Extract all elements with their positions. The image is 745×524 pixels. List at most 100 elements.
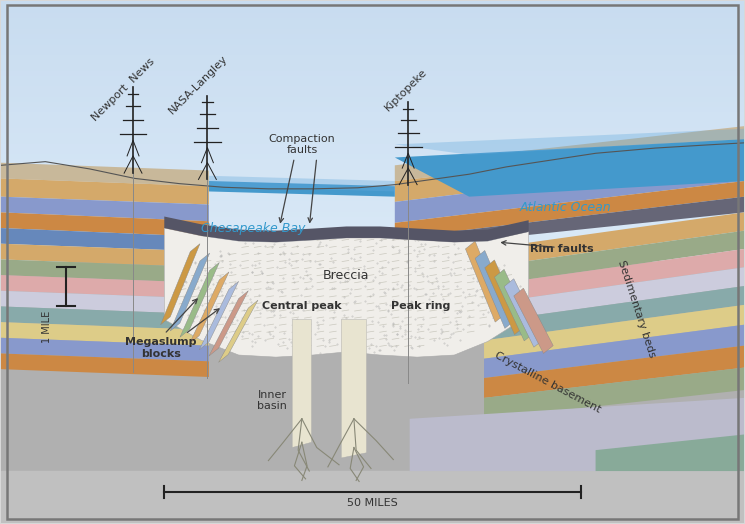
Polygon shape [1,291,209,314]
Bar [1,48,744,53]
Polygon shape [1,322,209,346]
Polygon shape [1,212,209,237]
Bar [1,204,744,210]
Bar [1,27,744,32]
Bar [1,163,744,168]
Bar [1,11,744,16]
Bar [1,241,744,246]
Bar [1,231,744,236]
Polygon shape [165,228,529,357]
Polygon shape [514,288,554,354]
Bar [1,272,744,278]
Text: Central peak: Central peak [262,301,342,311]
Polygon shape [341,320,367,458]
Polygon shape [1,307,209,330]
Bar [1,246,744,252]
Bar [1,158,744,163]
Polygon shape [475,250,515,329]
Bar [1,42,744,48]
Polygon shape [395,129,744,155]
Polygon shape [484,367,744,419]
Bar [1,105,744,111]
Polygon shape [199,281,238,350]
Bar [1,194,744,199]
Polygon shape [1,354,209,377]
Text: Peak ring: Peak ring [391,301,451,311]
Polygon shape [484,267,744,322]
Polygon shape [395,142,744,202]
Polygon shape [484,346,744,398]
Bar [1,95,744,100]
Polygon shape [495,269,534,341]
Polygon shape [1,163,209,186]
Bar [1,16,744,21]
Bar [1,90,744,95]
Text: Inner
basin: Inner basin [257,390,287,411]
Polygon shape [209,181,395,196]
Polygon shape [218,300,258,362]
Polygon shape [485,260,524,335]
Bar [1,257,744,262]
Bar [1,278,744,283]
Polygon shape [1,338,209,361]
Bar [1,220,744,225]
Polygon shape [1,196,209,221]
Polygon shape [165,216,529,242]
Bar [1,137,744,142]
Bar [1,283,744,288]
Polygon shape [1,178,209,204]
Polygon shape [395,196,744,249]
Bar [1,215,744,220]
Polygon shape [395,181,744,238]
Polygon shape [484,212,744,267]
Bar [1,132,744,137]
Polygon shape [395,126,744,181]
Bar [1,262,744,267]
Bar [1,37,744,42]
Polygon shape [292,320,311,447]
Polygon shape [484,231,744,286]
Text: Megaslump
blocks: Megaslump blocks [125,337,197,359]
Bar [1,252,744,257]
Polygon shape [395,160,744,223]
Bar [1,178,744,183]
Polygon shape [180,263,219,337]
Polygon shape [1,275,209,299]
Bar [1,84,744,90]
Polygon shape [410,398,744,471]
Bar [1,152,744,158]
Bar [1,142,744,147]
Bar [1,58,744,63]
Bar [1,168,744,173]
Bar [1,69,744,74]
Polygon shape [484,249,744,304]
Text: 1 MILE: 1 MILE [42,311,52,343]
Bar [1,471,744,523]
Polygon shape [171,253,209,331]
Text: Chesapeake Bay: Chesapeake Bay [201,222,305,235]
Polygon shape [209,176,395,191]
Polygon shape [161,244,200,325]
Bar [1,53,744,58]
Bar [1,21,744,27]
Bar [1,183,744,189]
Text: Breccia: Breccia [323,269,370,281]
Polygon shape [189,272,229,344]
Bar [1,225,744,231]
Bar [1,189,744,194]
Bar [1,111,744,116]
Polygon shape [484,286,744,341]
Text: NASA-Langley: NASA-Langley [166,53,229,116]
Text: Newport  News: Newport News [90,56,156,123]
Polygon shape [484,305,744,359]
Bar [1,173,744,178]
Polygon shape [504,279,544,347]
Bar [1,79,744,84]
Bar [1,32,744,37]
Text: Crystalline basement: Crystalline basement [492,350,602,414]
Bar [1,210,744,215]
Polygon shape [1,228,209,252]
Text: 50 MILES: 50 MILES [347,498,398,508]
Bar [1,236,744,241]
Bar [1,147,744,152]
